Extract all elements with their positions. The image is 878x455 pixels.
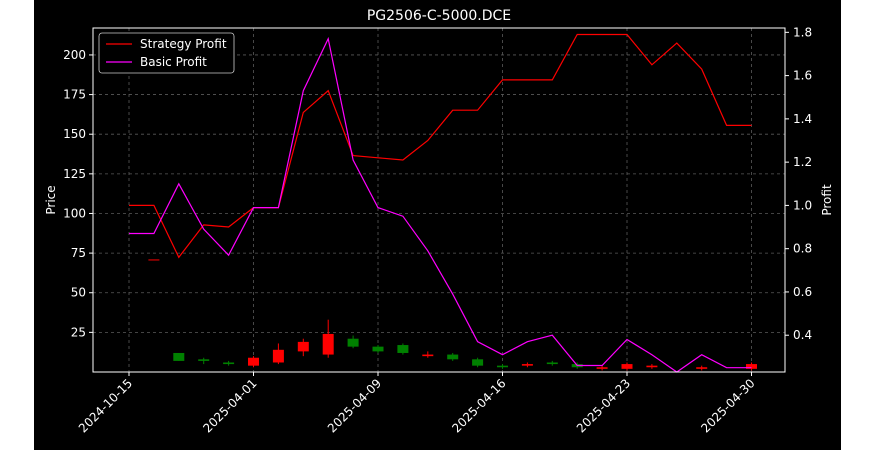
candle-body (447, 354, 459, 360)
profit-lines (129, 33, 752, 373)
candle-body (148, 259, 160, 261)
candle-body (272, 349, 284, 363)
grid-lines (93, 28, 785, 372)
legend-label-strategy: Strategy Profit (140, 37, 227, 51)
left-axis-label: Price (44, 185, 58, 214)
legend-label-basic: Basic Profit (140, 55, 207, 69)
basic-profit-line (129, 36, 752, 373)
candle-body (596, 367, 608, 369)
right-tick-label: 0.6 (793, 285, 812, 299)
right-tick-label: 1.2 (793, 155, 812, 169)
candle-body (546, 362, 558, 365)
left-tick-label: 175 (63, 88, 86, 102)
legend-box (98, 32, 235, 74)
candle-body (472, 359, 484, 366)
candle-body (322, 333, 334, 355)
left-tick-label: 75 (71, 246, 86, 260)
candle-body (696, 367, 708, 369)
candle-body (422, 354, 434, 357)
right-tick-label: 1.6 (793, 69, 812, 83)
candle-body (397, 345, 409, 353)
right-tick-label: 1.0 (793, 198, 812, 212)
candle-body (746, 364, 757, 369)
candle-body (248, 357, 259, 366)
candle-body (173, 352, 185, 361)
left-tick-label: 125 (63, 167, 86, 181)
left-tick-label: 200 (63, 48, 86, 62)
strategy-profit-line (129, 33, 752, 259)
candle-body (646, 365, 658, 368)
candlestick-series (148, 259, 757, 371)
right-axis: 0.4 0.6 0.8 1.0 1.2 1.4 1.6 1.8 (785, 25, 812, 342)
candle-body (521, 364, 533, 366)
candle-body (621, 364, 633, 369)
right-axis-label: Profit (820, 184, 834, 216)
legend: Strategy Profit Basic Profit (98, 32, 235, 74)
right-tick-label: 1.8 (793, 25, 812, 39)
right-tick-label: 1.4 (793, 112, 812, 126)
candle-body (198, 359, 210, 361)
candle-body (347, 338, 359, 347)
left-tick-label: 150 (63, 127, 86, 141)
left-tick-label: 25 (71, 325, 86, 339)
candle-body (223, 362, 235, 365)
figure-background (34, 0, 841, 450)
right-tick-label: 0.4 (793, 328, 812, 342)
right-tick-label: 0.8 (793, 242, 812, 256)
plot-frame (92, 27, 786, 373)
left-tick-label: 100 (63, 206, 86, 220)
left-tick-label: 50 (71, 286, 86, 300)
left-axis: 25 50 75 100 125 150 175 200 (63, 48, 93, 339)
candle-body (297, 341, 309, 352)
candle-body (497, 365, 508, 368)
chart-title: PG2506-C-5000.DCE (367, 8, 511, 24)
candle-body (372, 346, 384, 352)
